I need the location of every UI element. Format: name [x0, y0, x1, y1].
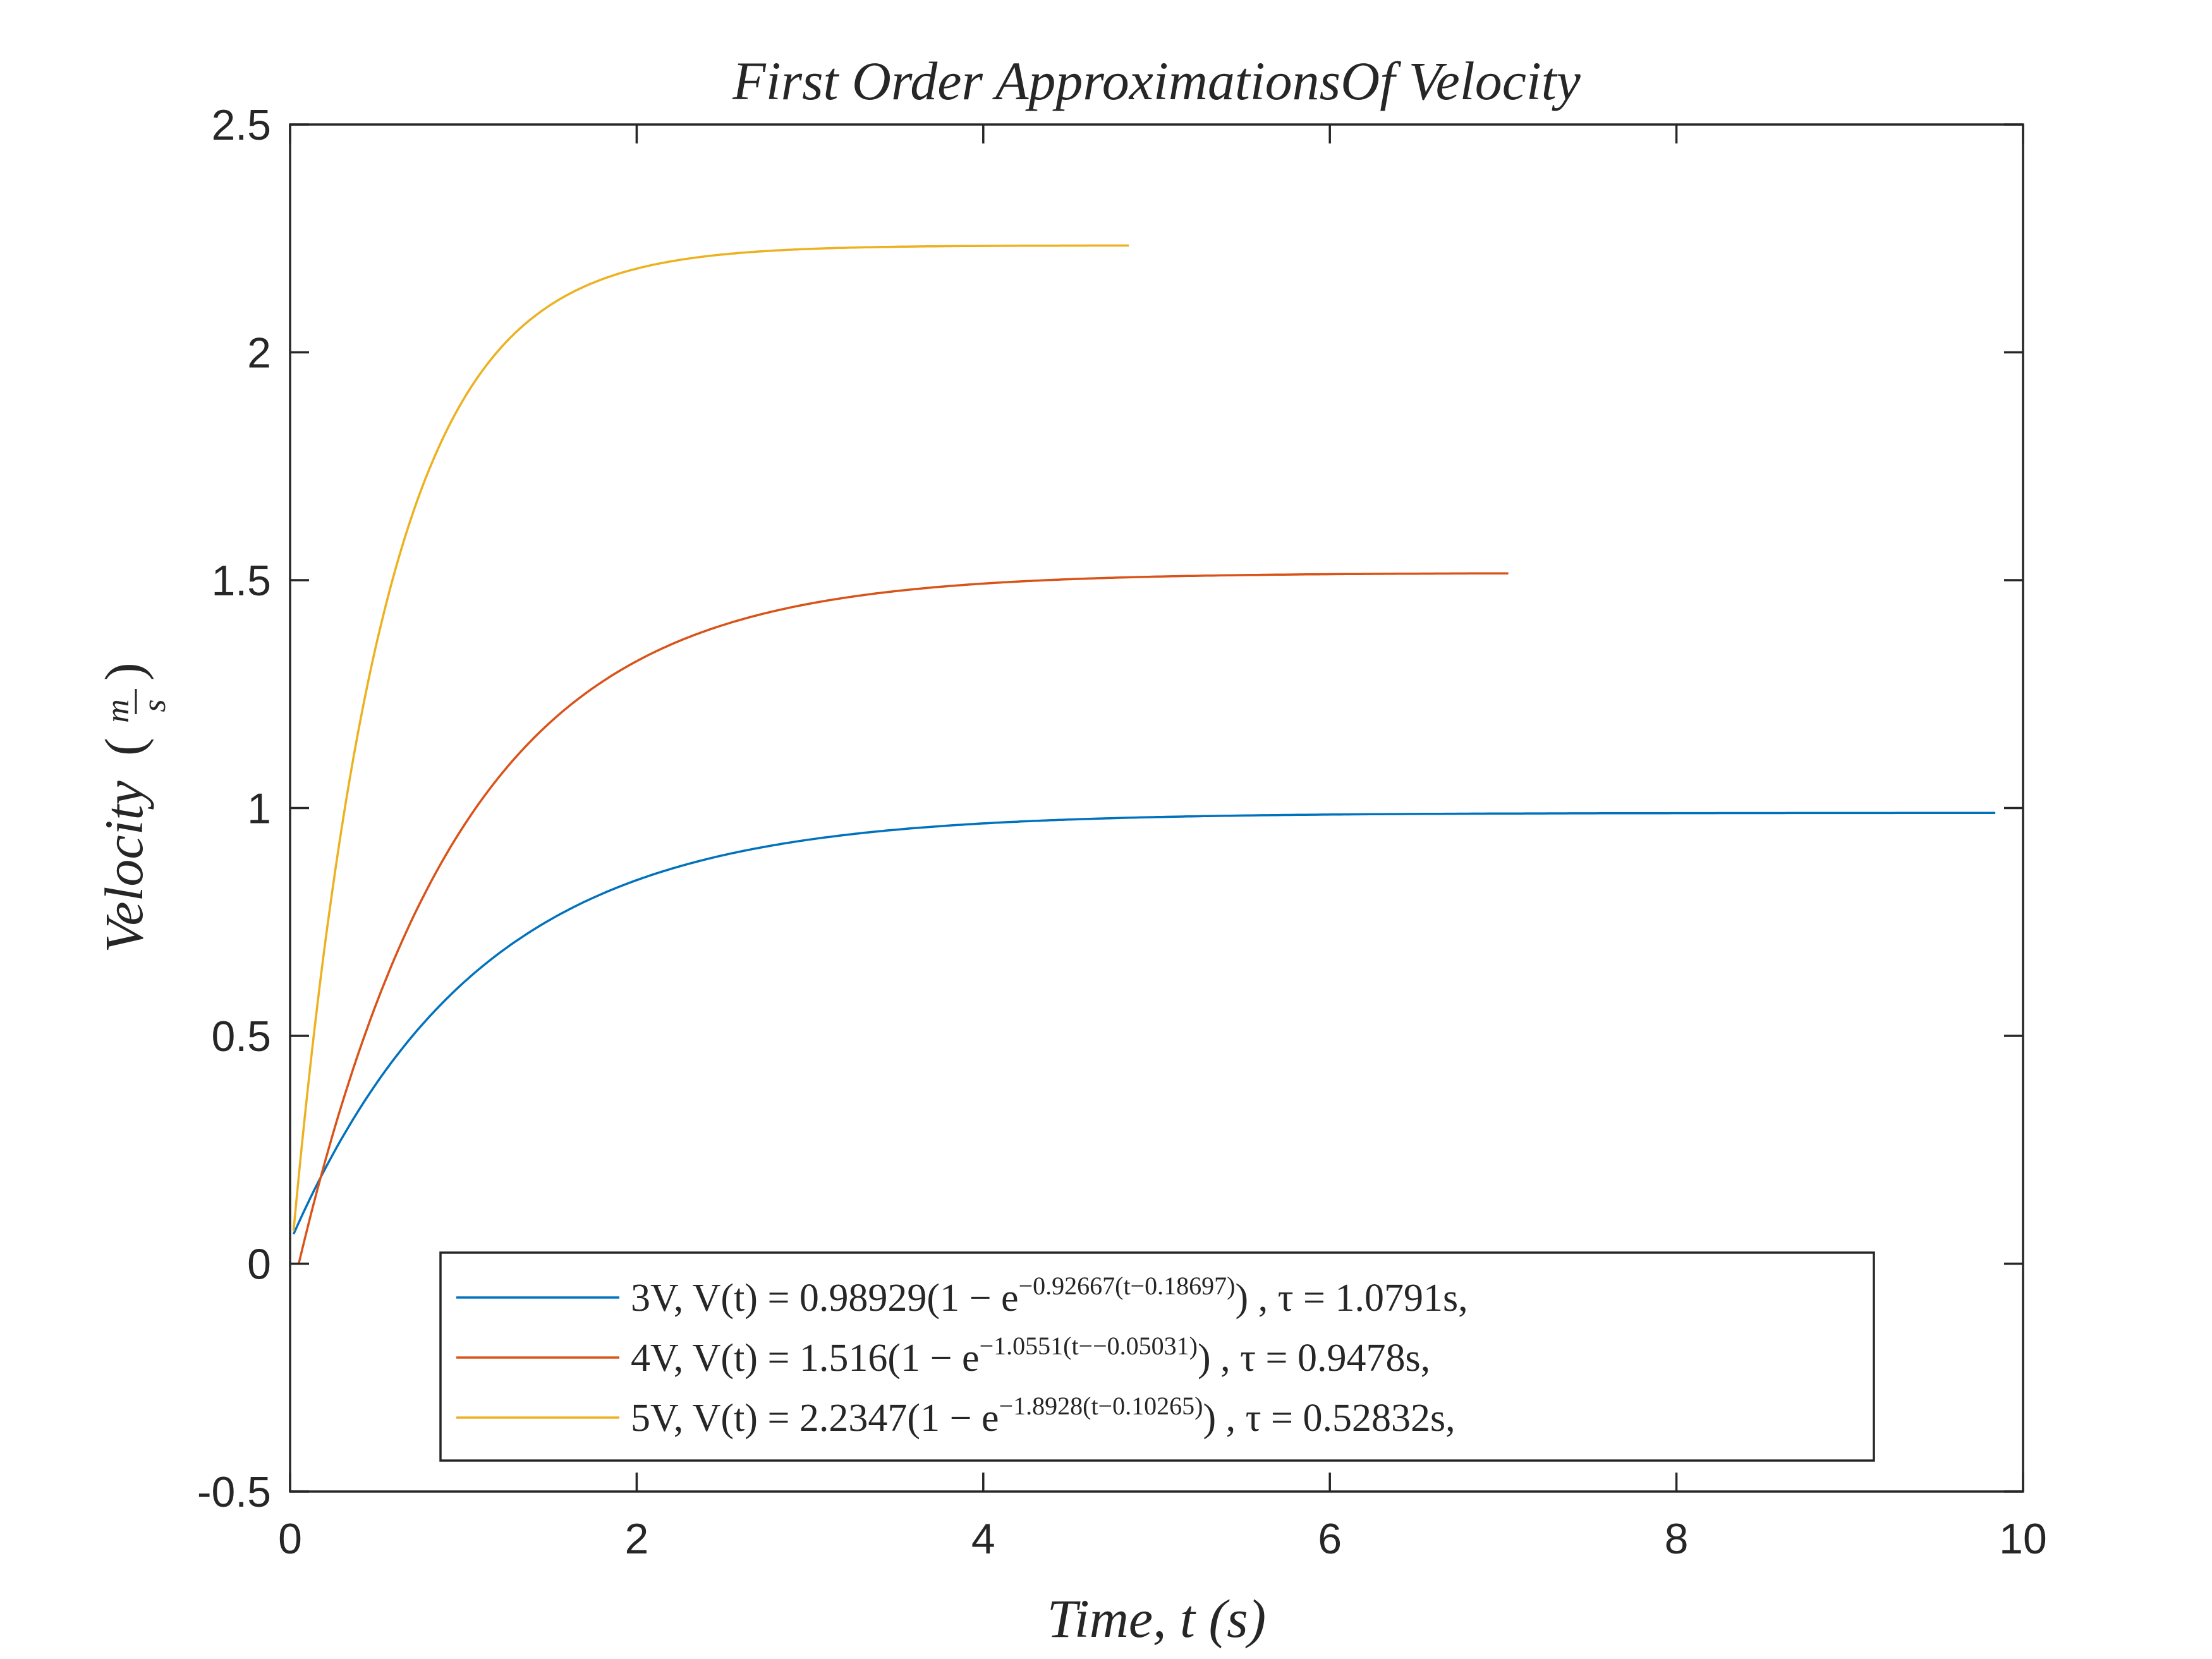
legend-items: 3V, V(t) = 0.98929(1 − e−0.92667(t−0.186…: [456, 1272, 1468, 1440]
y-axis-label: Velocity ( m s ): [80, 662, 177, 952]
y-tick-label: 0: [247, 1241, 271, 1289]
series-line-2: [297, 572, 1509, 1264]
y-tick-label: 1: [247, 785, 271, 833]
y-tick-label: -0.5: [197, 1468, 271, 1516]
x-tick-label: 10: [1999, 1515, 2047, 1563]
y-axis-open-paren: (: [94, 738, 154, 756]
legend-label-1: 3V, V(t) = 0.98929(1 − e−0.92667(t−0.186…: [631, 1272, 1468, 1320]
x-tick-label: 4: [971, 1515, 995, 1563]
y-tick-label: 2.5: [211, 101, 271, 149]
series-line-1: [292, 811, 1996, 1235]
y-tick-label: 2: [247, 329, 271, 377]
series-line-3: [292, 244, 1129, 1231]
legend: 3V, V(t) = 0.98929(1 − e−0.92667(t−0.186…: [439, 1251, 1875, 1462]
y-axis-title: Velocity ( m s ): [80, 662, 177, 952]
x-tick-label: 2: [624, 1515, 648, 1563]
y-axis-close-paren: ): [94, 662, 154, 681]
x-tick-label: 8: [1665, 1515, 1689, 1563]
tick-layer: 0 2 4 6 8 10-0.500.511.522.5: [197, 101, 2047, 1563]
x-axis-label: Time, t (s): [1047, 1588, 1266, 1649]
y-axis-title-word: Velocity: [94, 781, 154, 953]
series-layer: [292, 244, 1996, 1264]
y-axis-unit-numerator: m: [100, 699, 136, 723]
axes-box: [289, 123, 2024, 1493]
legend-label-2: 4V, V(t) = 1.516(1 − e−1.0551(t−−0.05031…: [631, 1332, 1430, 1380]
chart-title: First Order ApproximationsOf Velocity: [732, 51, 1581, 111]
x-tick-label: 0: [278, 1515, 302, 1563]
x-axis-title: Time, t (s): [1047, 1588, 1266, 1649]
y-axis-unit-denominator: s: [137, 699, 173, 712]
y-tick-label: 0.5: [211, 1012, 271, 1060]
legend-box: [439, 1251, 1875, 1462]
x-tick-label: 6: [1318, 1515, 1342, 1563]
y-tick-label: 1.5: [211, 557, 271, 605]
legend-label-3: 5V, V(t) = 2.2347(1 − e−1.8928(t−0.10265…: [631, 1392, 1455, 1440]
